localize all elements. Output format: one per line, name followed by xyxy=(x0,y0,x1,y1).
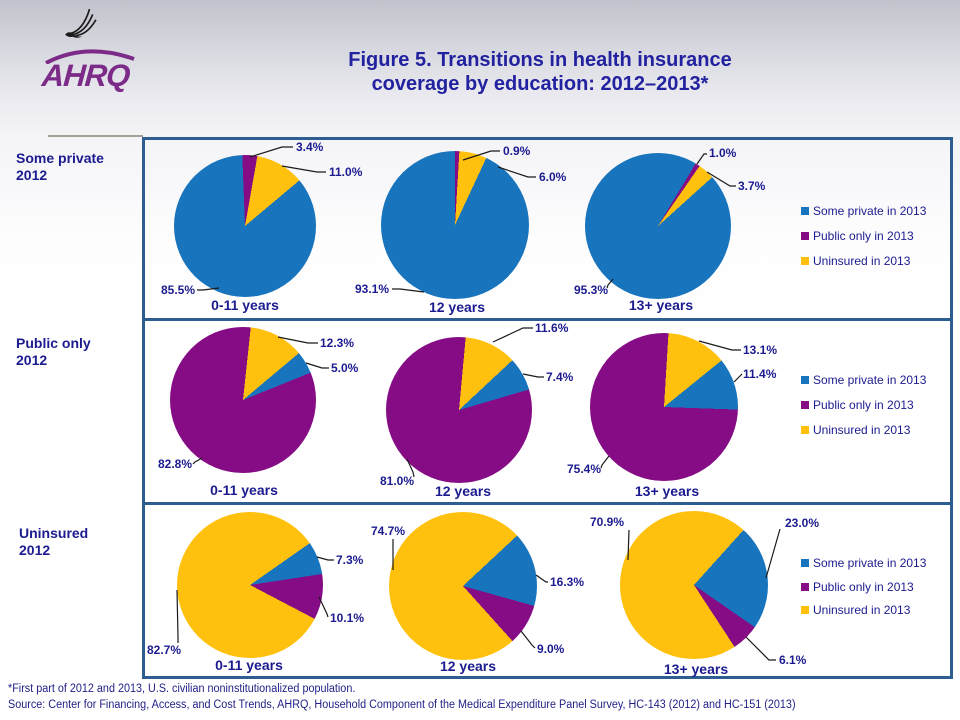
pie-data-label: 75.4% xyxy=(566,462,601,476)
legend-swatch-public xyxy=(801,401,809,409)
chart-panel-frame xyxy=(142,137,953,679)
pie-chart-1-2 xyxy=(590,333,738,481)
pie-data-label: 7.3% xyxy=(336,553,364,567)
pie-chart-1-1 xyxy=(386,337,532,483)
pie-data-label: 81.0% xyxy=(379,474,414,488)
pie-data-label: 82.7% xyxy=(146,643,182,657)
pie-data-label: 74.7% xyxy=(370,524,406,538)
pie-title-2-2: 13+ years xyxy=(663,661,729,677)
pie-data-label: 6.0% xyxy=(539,170,567,184)
legend-swatch-public xyxy=(801,583,809,591)
pie-data-label: 6.1% xyxy=(779,653,807,667)
legend-label: Some private in 2013 xyxy=(813,204,927,218)
row-label-0: Some private 2012 xyxy=(16,150,104,183)
header-rule xyxy=(48,135,143,137)
legend-swatch-uninsured xyxy=(801,257,809,265)
pie-title-0-2: 13+ years xyxy=(628,297,694,313)
legend-label: Some private in 2013 xyxy=(813,556,927,570)
row-label-1: Public only 2012 xyxy=(16,335,91,368)
legend-swatch-uninsured xyxy=(801,426,809,434)
footnote-line-2: Source: Center for Financing, Access, an… xyxy=(8,699,796,711)
eagle-icon xyxy=(65,8,97,38)
pie-data-label: 11.0% xyxy=(329,165,363,179)
pie-chart-2-2 xyxy=(620,511,768,659)
pie-data-label: 16.3% xyxy=(550,575,585,589)
ahrq-wordmark: AHRQ xyxy=(40,58,131,93)
pie-chart-0-0 xyxy=(174,155,316,297)
legend-swatch-private xyxy=(801,559,809,567)
legend-swatch-public xyxy=(801,232,809,240)
legend-swatch-private xyxy=(801,207,809,215)
pie-data-label: 95.3% xyxy=(573,283,608,297)
legend-label: Public only in 2013 xyxy=(813,229,914,243)
logo-arc xyxy=(45,49,135,64)
legend-label: Uninsured in 2013 xyxy=(813,423,911,437)
panel-divider-1 xyxy=(142,318,953,321)
pie-data-label: 3.4% xyxy=(296,140,324,154)
pie-title-1-0: 0-11 years xyxy=(210,482,278,498)
pie-chart-0-1 xyxy=(381,151,529,299)
legend-swatch-private xyxy=(801,376,809,384)
legend-label: Public only in 2013 xyxy=(813,580,914,594)
pie-data-label: 5.0% xyxy=(331,361,359,375)
pie-data-label: 0.9% xyxy=(503,144,531,158)
pie-data-label: 13.1% xyxy=(743,343,778,357)
pie-data-label: 93.1% xyxy=(354,282,389,296)
pie-title-2-0: 0-11 years xyxy=(215,657,283,673)
pie-data-label: 9.0% xyxy=(537,642,565,656)
pie-title-1-1: 12 years xyxy=(434,483,492,499)
pie-data-label: 3.7% xyxy=(738,179,766,193)
pie-data-label: 12.3% xyxy=(320,336,355,350)
pie-data-label: 70.9% xyxy=(589,515,625,529)
pie-data-label: 7.4% xyxy=(546,370,574,384)
legend-label: Some private in 2013 xyxy=(813,373,927,387)
pie-data-label: 23.0% xyxy=(785,516,820,530)
pie-title-2-1: 12 years xyxy=(439,658,497,674)
figure-title: Figure 5. Transitions in health insuranc… xyxy=(310,48,770,96)
pie-title-1-2: 13+ years xyxy=(634,483,700,499)
pie-title-0-1: 12 years xyxy=(428,299,486,315)
legend-label: Uninsured in 2013 xyxy=(813,254,911,268)
pie-data-label: 1.0% xyxy=(709,146,737,160)
pie-data-label: 82.8% xyxy=(157,457,192,471)
legend-label: Uninsured in 2013 xyxy=(813,603,911,617)
legend-label: Public only in 2013 xyxy=(813,398,914,412)
footnote-line-1: *First part of 2012 and 2013, U.S. civil… xyxy=(8,683,356,695)
legend-swatch-uninsured xyxy=(801,606,809,614)
pie-chart-0-2 xyxy=(585,153,731,299)
pie-data-label: 11.4% xyxy=(743,367,777,381)
figure-title-line-2: coverage by education: 2012–2013* xyxy=(371,73,709,95)
pie-chart-2-0 xyxy=(177,512,323,658)
pie-title-0-0: 0-11 years xyxy=(211,297,279,313)
pie-data-label: 11.6% xyxy=(535,321,569,335)
figure-title-line-1: Figure 5. Transitions in health insuranc… xyxy=(348,49,732,71)
pie-chart-1-0 xyxy=(170,327,316,473)
footnotes: *First part of 2012 and 2013, U.S. civil… xyxy=(8,681,796,713)
panel-divider-2 xyxy=(142,502,953,505)
ahrq-logo: AHRQ xyxy=(28,2,158,106)
pie-chart-2-1 xyxy=(389,512,537,660)
pie-data-label: 10.1% xyxy=(330,611,365,625)
row-label-2: Uninsured 2012 xyxy=(19,525,89,558)
pie-data-label: 85.5% xyxy=(160,283,195,297)
